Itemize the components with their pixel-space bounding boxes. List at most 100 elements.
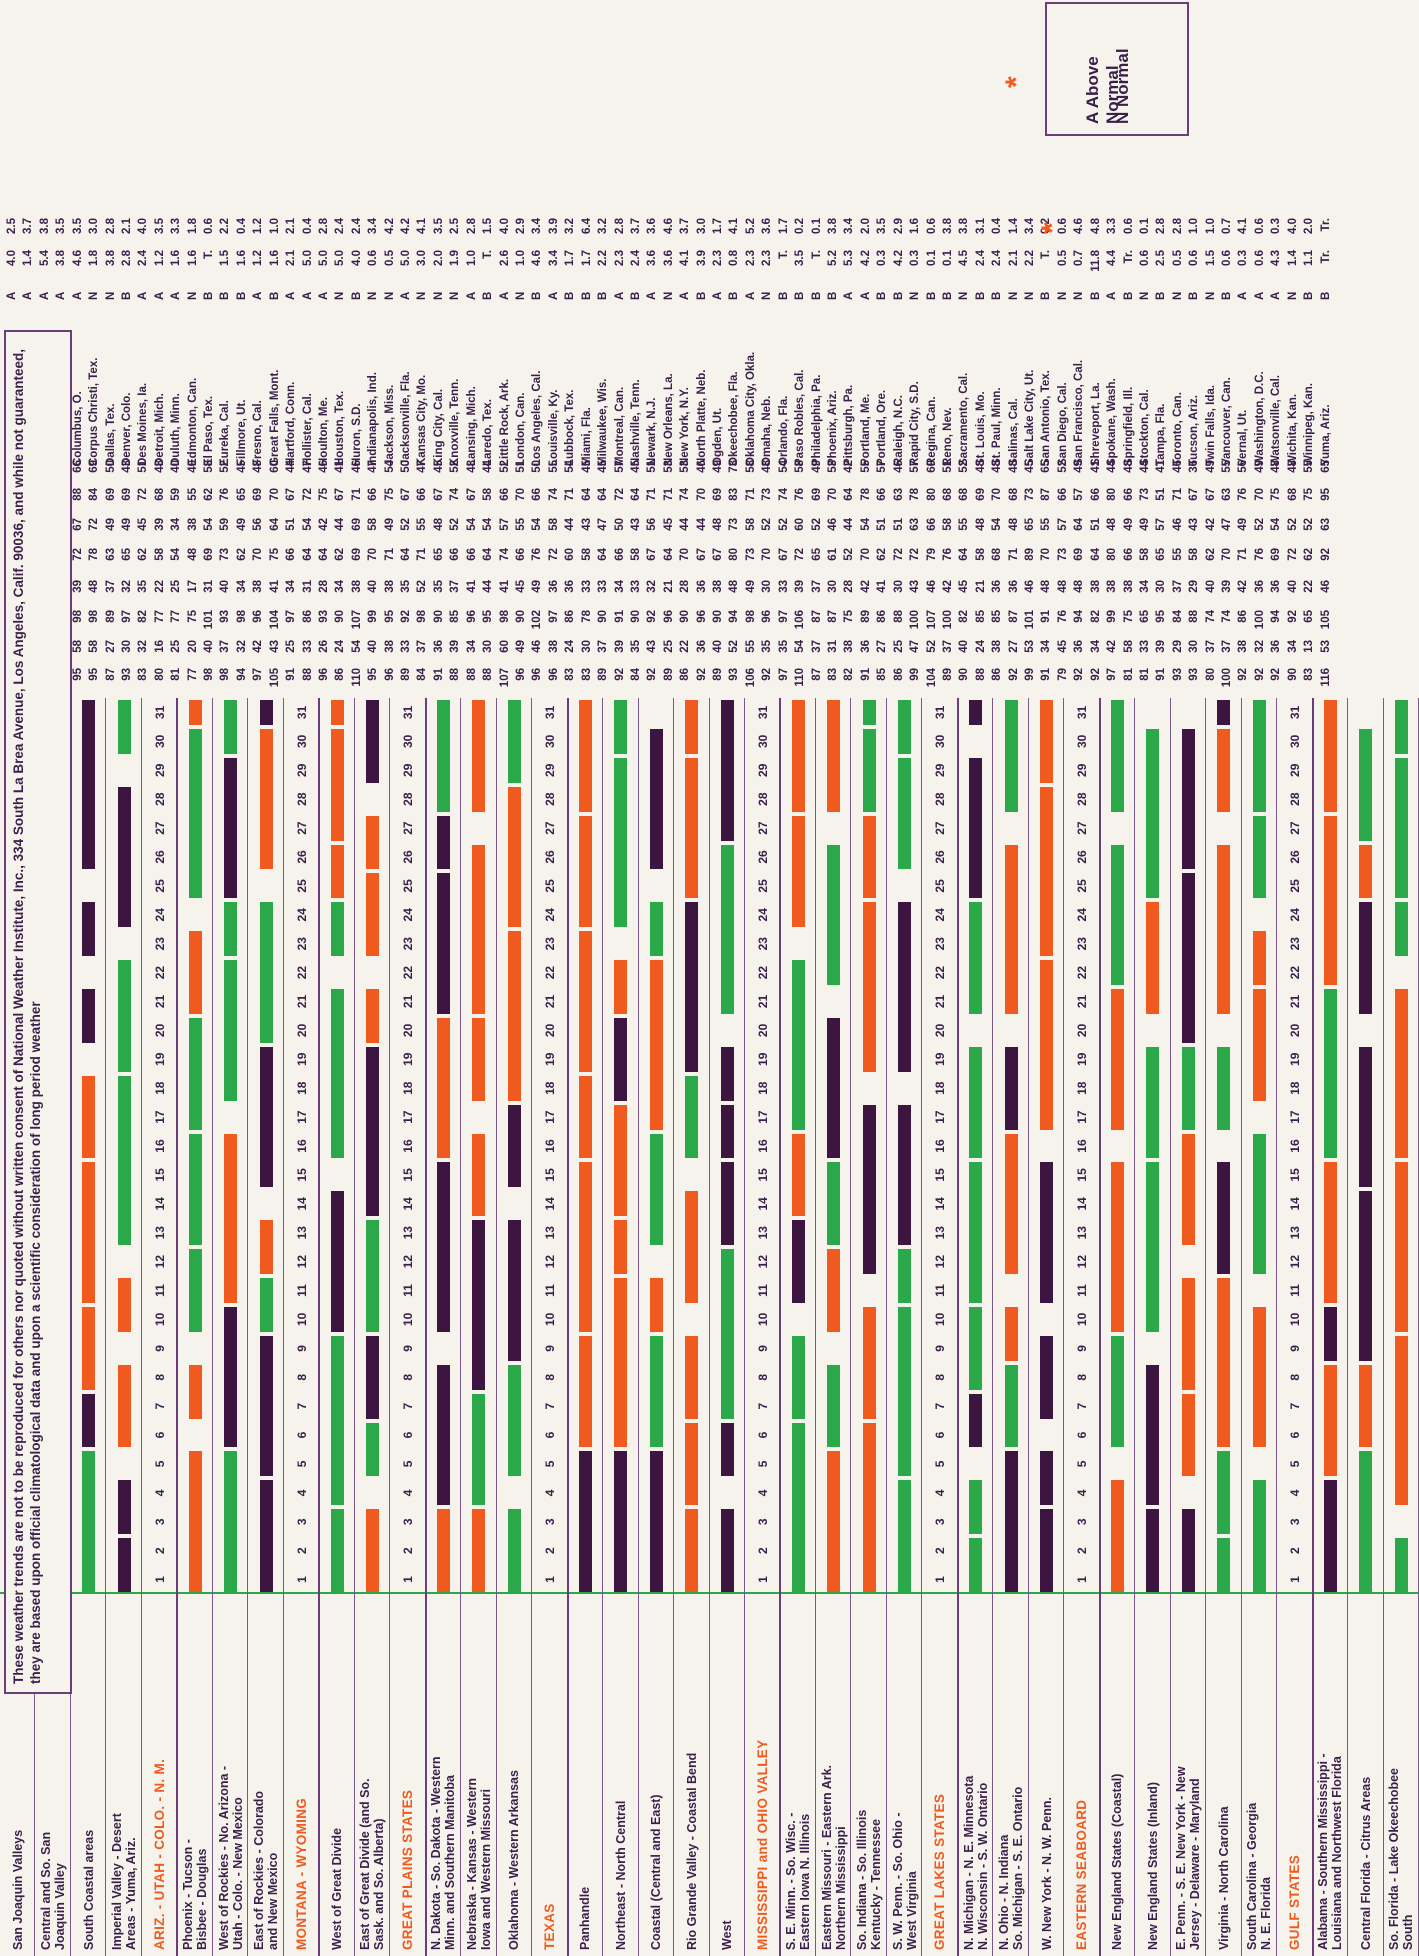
trend-bar (1252, 931, 1266, 986)
temp-value: 62 (137, 548, 150, 561)
temp-value: 67 (1204, 488, 1217, 501)
day-number: 31 (1074, 705, 1089, 720)
temp-value: 99 (367, 610, 380, 623)
temp-value: 43 (268, 640, 281, 653)
day-number: 24 (755, 908, 770, 922)
trend-bar (117, 1278, 131, 1332)
temp-value: 35 (400, 580, 413, 593)
trend-code: A (301, 291, 314, 300)
day-number: 29 (933, 763, 948, 777)
city-row: 94 32 98 34 62 49 65 45 Fillmore, Ut. B 1.6 0.4 (236, 0, 252, 698)
temp-value: 104 (268, 610, 281, 630)
day-number: 1 (542, 1576, 557, 1583)
city-row: 93 30 88 29 58 43 67 36 Tucson, Ariz. B 0.6 1.0 (1188, 0, 1204, 698)
trend-bar (862, 815, 876, 899)
precip-value: 1.7 (580, 250, 593, 266)
temp-value: 44 (334, 518, 347, 531)
day-number: 23 (1287, 937, 1302, 951)
row-divider (531, 698, 533, 1956)
temp-value: 68 (991, 548, 1004, 561)
trend-bar (1323, 1364, 1337, 1477)
precip-normal: 3.0 (88, 218, 101, 234)
city-name: Okeechobee, Fla. (728, 371, 741, 466)
trend-bar (685, 1335, 699, 1419)
precip-normal: 3.4 (843, 218, 856, 234)
region-header: ARIZ. - UTAH - COLO. - N. M. (152, 1758, 167, 1950)
temp-value: 72 (794, 548, 807, 561)
city-name: Oklahoma City, Okla. (744, 351, 757, 466)
temp-value: 58 (1188, 548, 1201, 561)
trend-bar (791, 1422, 805, 1592)
trend-bar (472, 1220, 486, 1390)
footnote-container: These weather trends are not to be repro… (4, 330, 72, 1694)
temp-value: 58 (88, 640, 101, 653)
day-number: 12 (755, 1254, 770, 1269)
temp-value: 54 (203, 518, 216, 531)
trend-bar (1359, 728, 1373, 841)
trend-bar (614, 1220, 628, 1275)
temp-value: 36 (1253, 580, 1266, 593)
city-name: Toronto, Can. (1171, 392, 1184, 466)
day-number: 15 (755, 1168, 770, 1182)
temp-value: 101 (203, 610, 216, 630)
city-row: 77 20 75 17 48 38 55 40 Edmonton, Can. N 1.6 1.8 (187, 0, 203, 698)
day-number: 4 (933, 1489, 948, 1497)
precip-value: 4.5 (958, 250, 971, 266)
trend-bar (259, 1278, 273, 1332)
trend-bar (117, 1075, 131, 1246)
trend-code: A (465, 291, 478, 300)
temp-value: 65 (1138, 610, 1151, 623)
star-mark-legend: * (1000, 76, 1033, 88)
temp-value: 66 (1122, 488, 1135, 501)
temp-value: 33 (629, 580, 642, 593)
precip-normal: 2.9 (515, 218, 527, 234)
temp-value: 61 (826, 548, 839, 561)
precip-value: 2.1 (1007, 250, 1020, 266)
trend-bar (1110, 844, 1124, 986)
temp-value: 107 (350, 610, 363, 630)
temp-value: 24 (564, 640, 577, 653)
day-number: 19 (294, 1052, 309, 1066)
temp-value: 64 (1073, 518, 1086, 531)
trend-bar (188, 1249, 202, 1332)
trend-bar (507, 700, 521, 783)
day-number: 25 (1074, 879, 1089, 893)
temp-value: 48 (432, 518, 445, 531)
precip-value: 2.0 (432, 250, 445, 266)
temp-value: 37 (416, 640, 429, 653)
temp-value: 57 (1155, 518, 1168, 531)
temp-value: 37 (810, 580, 823, 593)
temp-value: 17 (186, 580, 199, 593)
temp-value: 68 (153, 488, 166, 501)
trend-bar (1252, 1480, 1266, 1592)
precip-value: 0.6 (1188, 250, 1201, 266)
temp-value: 32 (646, 580, 659, 593)
trend-bar (82, 1162, 96, 1303)
day-number: 17 (933, 1110, 948, 1124)
temp-value: 66 (515, 548, 527, 561)
temp-value: 75 (317, 488, 330, 501)
temp-value: 58 (153, 548, 166, 561)
temp-value: 34 (334, 580, 347, 593)
city-name: London, Can. (515, 392, 527, 466)
temp-value: 66 (498, 488, 511, 501)
row-divider (1027, 698, 1029, 1956)
temp-value: 82 (843, 668, 856, 681)
temp-value: 76 (941, 548, 954, 561)
precip-normal: 1.0 (1204, 218, 1217, 234)
day-number: 16 (152, 1139, 167, 1153)
trend-bar (969, 700, 983, 725)
temp-value: 102 (531, 610, 544, 630)
precip-normal: 3.6 (761, 218, 774, 234)
temp-value: 60 (794, 518, 807, 531)
temp-value: 28 (679, 580, 692, 593)
city-row: 91 25 97 34 66 51 67 44 Hartford, Conn. A 2.1 2.1 (285, 0, 301, 698)
trend-bar (578, 700, 592, 812)
temp-value: 33 (777, 580, 790, 593)
day-number: 31 (400, 705, 415, 720)
precip-normal: 3.5 (55, 218, 68, 234)
region-label: Alabama - Southern Mississippi - Louisia… (1316, 1753, 1345, 1950)
temp-value: 42 (859, 580, 872, 593)
day-number: 27 (542, 821, 557, 835)
day-number: 29 (755, 763, 770, 777)
